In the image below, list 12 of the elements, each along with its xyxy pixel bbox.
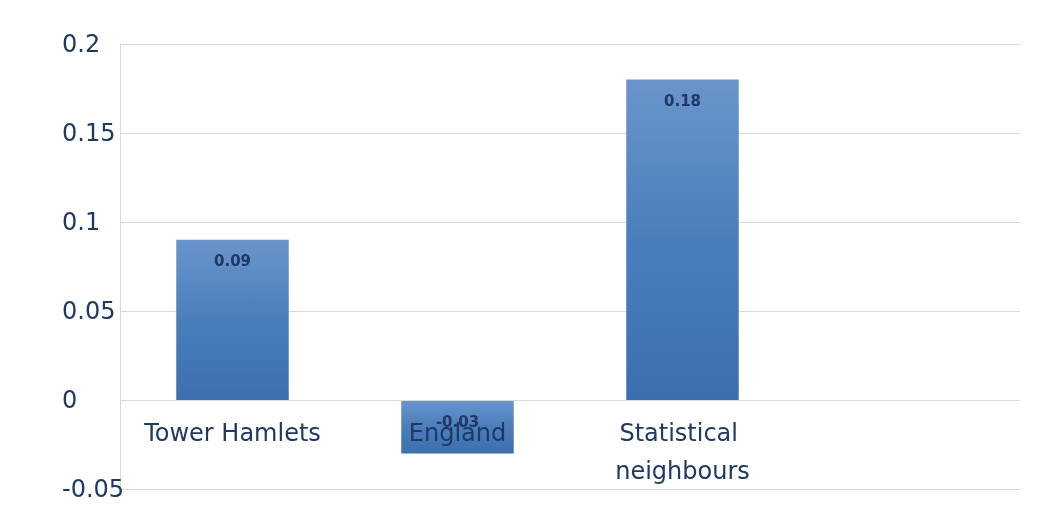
y-tick-label: 0.1 — [62, 208, 101, 236]
data-label: 0.09 — [213, 252, 252, 271]
y-tick-label: 0.2 — [62, 30, 101, 58]
data-label: 0.18 — [663, 92, 702, 111]
y-tick-label: -0.05 — [62, 475, 125, 503]
y-tick-label: 0.15 — [62, 119, 116, 147]
y-tick-label: 0 — [62, 386, 78, 414]
bar — [176, 239, 289, 400]
x-tick-label: Statistical neighbours — [615, 419, 750, 485]
x-tick-label: Tower Hamlets — [143, 419, 321, 447]
bar — [626, 79, 739, 400]
y-tick-label: 0.05 — [62, 297, 116, 325]
